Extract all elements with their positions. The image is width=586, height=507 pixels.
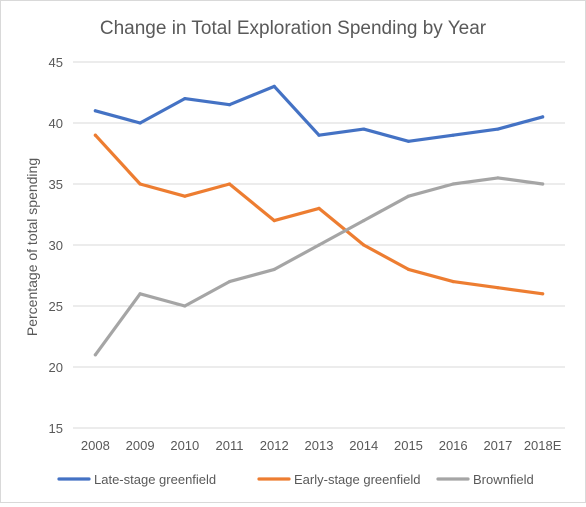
y-axis-label: Percentage of total spending: [24, 158, 40, 336]
data-point: [451, 182, 455, 186]
data-point: [138, 182, 142, 186]
y-axis-ticks: 15 20 25 30 35 40 45: [49, 55, 63, 436]
legend-label: Early-stage greenfield: [294, 472, 420, 487]
data-point: [541, 292, 545, 296]
data-point: [272, 219, 276, 223]
legend-label: Late-stage greenfield: [94, 472, 216, 487]
data-point: [496, 286, 500, 290]
data-point: [227, 280, 232, 284]
data-point: [138, 292, 142, 296]
data-point: [272, 84, 276, 88]
data-point: [227, 103, 232, 107]
data-point: [317, 133, 321, 137]
gridlines: [73, 61, 565, 429]
x-tick-label: 2017: [483, 438, 512, 453]
y-tick-label: 25: [49, 299, 63, 314]
data-point: [227, 182, 232, 186]
data-point: [451, 280, 455, 284]
data-point: [362, 219, 366, 223]
x-axis-ticks: 2008 2009 2010 2011 2012 2013 2014 2015 2016 2017…: [81, 438, 562, 453]
x-tick-label: 2013: [305, 438, 334, 453]
x-tick-label: 2018E: [524, 438, 562, 453]
data-point: [93, 109, 97, 113]
data-point: [138, 121, 142, 125]
data-point: [451, 133, 455, 137]
y-tick-label: 35: [49, 177, 63, 192]
y-tick-label: 40: [49, 116, 63, 131]
data-point: [272, 267, 276, 271]
y-tick-label: 20: [49, 360, 63, 375]
series-lines: [93, 84, 545, 357]
data-point: [541, 115, 545, 119]
data-point: [496, 127, 500, 131]
data-point: [406, 267, 411, 271]
data-point: [406, 139, 411, 143]
data-point: [541, 182, 545, 186]
x-tick-label: 2011: [216, 438, 244, 453]
data-point: [496, 176, 500, 180]
data-point: [93, 133, 97, 137]
data-point: [183, 97, 187, 101]
data-point: [317, 206, 321, 210]
data-point: [317, 243, 321, 247]
data-point: [183, 194, 187, 198]
y-tick-label: 30: [49, 238, 63, 253]
data-point: [406, 194, 411, 198]
x-tick-label: 2009: [126, 438, 155, 453]
x-tick-label: 2012: [260, 438, 289, 453]
data-point: [183, 304, 187, 308]
series-line-3: [93, 176, 545, 357]
legend-label: Brownfield: [473, 472, 534, 487]
data-point: [93, 353, 97, 357]
legend: Late-stage greenfield Early-stage greenfi…: [57, 472, 534, 487]
x-tick-label: 2014: [349, 438, 378, 453]
x-tick-label: 2015: [394, 438, 423, 453]
series-line-2: [93, 133, 545, 296]
x-tick-label: 2008: [81, 438, 110, 453]
data-point: [362, 127, 366, 131]
series-line-1: [93, 84, 545, 143]
y-tick-label: 15: [49, 421, 63, 436]
chart-title: Change in Total Exploration Spending by …: [100, 18, 487, 39]
y-tick-label: 45: [49, 55, 63, 70]
data-point: [362, 243, 366, 247]
x-tick-label: 2010: [170, 438, 199, 453]
x-tick-label: 2016: [439, 438, 468, 453]
